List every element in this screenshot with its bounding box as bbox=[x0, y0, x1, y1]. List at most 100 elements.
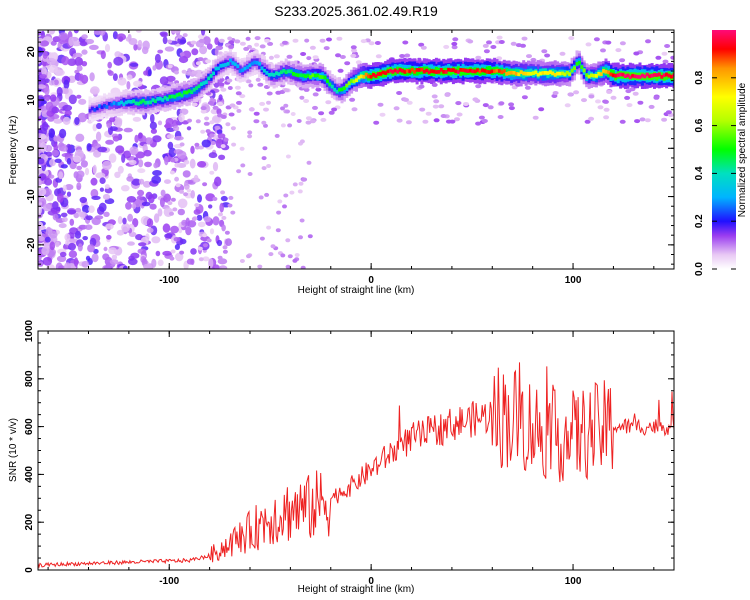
noise-blob bbox=[93, 150, 102, 158]
ridge-cell bbox=[403, 70, 407, 74]
noise-blob bbox=[228, 112, 235, 117]
noise-blob bbox=[186, 126, 192, 131]
noise-blob bbox=[74, 230, 82, 239]
noise-blob bbox=[92, 123, 98, 132]
ridge-cell bbox=[425, 68, 429, 73]
noise-blob bbox=[266, 100, 271, 105]
noise-blob bbox=[248, 107, 255, 112]
colorbar-gradient bbox=[712, 30, 736, 269]
noise-blob bbox=[58, 32, 69, 41]
noise-blob bbox=[197, 161, 207, 168]
noise-blob bbox=[373, 120, 380, 125]
ridge-cell bbox=[672, 73, 674, 78]
noise-blob bbox=[475, 121, 482, 126]
noise-blob bbox=[197, 221, 206, 228]
noise-blob bbox=[632, 91, 639, 96]
noise-blob bbox=[351, 48, 357, 53]
noise-blob bbox=[174, 70, 179, 75]
noise-blob bbox=[201, 30, 206, 36]
noise-blob bbox=[418, 42, 425, 47]
noise-blob bbox=[150, 128, 157, 134]
noise-blob bbox=[299, 139, 305, 144]
ridge-cell bbox=[626, 73, 630, 78]
ridge-cell bbox=[379, 72, 383, 76]
noise-blob bbox=[62, 116, 71, 125]
noise-blob bbox=[38, 108, 42, 117]
ridge-cell bbox=[464, 68, 467, 73]
noise-blob bbox=[147, 69, 152, 77]
ridge-cell bbox=[340, 87, 344, 92]
noise-blob bbox=[58, 265, 65, 269]
noise-blob bbox=[73, 30, 79, 34]
noise-blob bbox=[219, 202, 224, 213]
ridge-cell bbox=[212, 71, 215, 76]
noise-blob bbox=[283, 88, 290, 93]
colorbar: 0.0 0.2 0.4 0.6 0.8 Normalized spectral ampl… bbox=[694, 30, 748, 276]
ridge-cell bbox=[342, 86, 346, 90]
noise-blob bbox=[128, 38, 138, 46]
noise-blob bbox=[173, 237, 181, 242]
noise-blob bbox=[68, 250, 78, 258]
noise-blob bbox=[425, 111, 432, 116]
noise-blob bbox=[81, 34, 88, 40]
noise-blob bbox=[174, 244, 180, 250]
noise-blob bbox=[196, 214, 203, 221]
ridge-cell bbox=[255, 60, 259, 65]
noise-blob bbox=[185, 226, 192, 236]
ridge-cell bbox=[466, 69, 470, 73]
noise-blob bbox=[38, 55, 42, 65]
ridge-cell bbox=[253, 60, 257, 65]
noise-blob bbox=[231, 142, 237, 147]
noise-blob bbox=[152, 135, 162, 143]
noise-blob bbox=[205, 59, 212, 64]
noise-blob bbox=[360, 39, 367, 44]
ridge-cell bbox=[476, 68, 480, 72]
noise-blob bbox=[38, 84, 46, 89]
noise-blob bbox=[419, 107, 426, 112]
noise-blob bbox=[38, 187, 47, 196]
noise-blob bbox=[276, 210, 282, 215]
ridge-cell bbox=[180, 93, 184, 98]
noise-blob bbox=[637, 100, 644, 105]
ridge-cell bbox=[638, 75, 642, 79]
noise-blob bbox=[208, 258, 214, 269]
noise-blob bbox=[60, 145, 68, 152]
noise-blob bbox=[76, 165, 83, 171]
ridge-cell bbox=[665, 72, 669, 77]
noise-blob bbox=[374, 41, 381, 45]
noise-blob bbox=[108, 247, 117, 255]
ridge-cell bbox=[447, 68, 451, 76]
ridge-cell bbox=[655, 73, 659, 81]
ridge-cell bbox=[107, 101, 111, 106]
noise-blob bbox=[191, 70, 198, 75]
snr-y-label: SNR (10 * v/v) bbox=[8, 418, 19, 482]
noise-blob bbox=[406, 100, 413, 105]
noise-blob bbox=[220, 190, 226, 195]
colorbar-ticks: 0.0 0.2 0.4 0.6 0.8 bbox=[694, 70, 736, 276]
noise-blob bbox=[451, 45, 458, 50]
noise-blob bbox=[221, 215, 227, 220]
ridge-cell bbox=[105, 105, 109, 109]
noise-blob bbox=[131, 178, 141, 186]
noise-blob bbox=[167, 201, 173, 206]
noise-blob bbox=[664, 44, 671, 48]
ridge-cell bbox=[471, 69, 475, 74]
ridge-cell bbox=[328, 82, 332, 87]
noise-blob bbox=[209, 120, 215, 125]
noise-blob bbox=[593, 37, 600, 42]
noise-blob bbox=[544, 53, 551, 58]
ridge-cell bbox=[502, 69, 506, 73]
ridge-cell bbox=[648, 74, 652, 79]
noise-blob bbox=[42, 203, 52, 212]
noise-blob bbox=[532, 115, 539, 120]
noise-blob bbox=[191, 217, 197, 221]
noise-blob bbox=[174, 162, 180, 168]
ridge-cell bbox=[398, 68, 402, 72]
noise-blob bbox=[337, 68, 344, 73]
noise-blob bbox=[193, 209, 201, 215]
ridge-cell bbox=[553, 73, 557, 77]
y-tick-label: 600 bbox=[24, 418, 35, 435]
x-tick-label: -100 bbox=[159, 275, 179, 286]
ridge-cell bbox=[653, 73, 656, 77]
noise-blob bbox=[64, 184, 74, 191]
